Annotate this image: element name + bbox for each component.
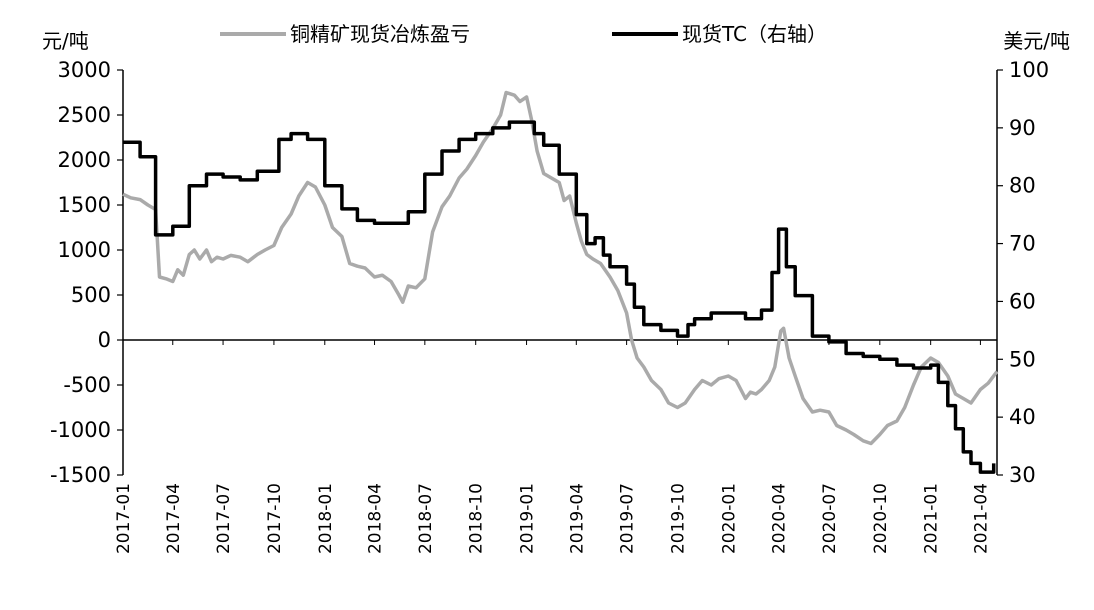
right-tick-label: 50 — [1009, 347, 1036, 371]
left-tick-label: -1500 — [50, 463, 111, 487]
x-tick-label: 2018-01 — [316, 483, 336, 554]
x-tick-label: 2017-07 — [214, 483, 234, 554]
x-tick-label: 2021-01 — [922, 483, 942, 554]
right-tick-label: 100 — [1009, 58, 1049, 82]
left-tick-label: 500 — [71, 283, 111, 307]
right-tick-label: 30 — [1009, 463, 1036, 487]
left-axis-unit: 元/吨 — [42, 29, 89, 53]
series-line-2 — [123, 120, 996, 474]
x-tick-label: 2018-07 — [416, 483, 436, 554]
right-tick-label: 70 — [1009, 232, 1036, 256]
x-tick-label: 2019-07 — [618, 483, 638, 554]
x-tick-label: 2020-01 — [719, 483, 739, 554]
right-tick-label: 40 — [1009, 405, 1036, 429]
left-tick-label: -1000 — [50, 418, 111, 442]
left-tick-label: 2000 — [58, 148, 111, 172]
left-axis-ticks: 3000 2500 2000 1500 1000 500 0 -500 -1000 -1500 — [50, 58, 123, 487]
right-tick-label: 90 — [1009, 116, 1036, 140]
series-layer — [122, 90, 999, 474]
x-tick-label: 2019-04 — [567, 483, 587, 554]
left-tick-label: 2500 — [58, 103, 111, 127]
x-tick-label: 2018-04 — [366, 483, 386, 554]
left-tick-label: 1000 — [58, 238, 111, 262]
right-axis-unit: 美元/吨 — [1003, 29, 1070, 53]
x-tick-label: 2021-04 — [971, 483, 991, 554]
x-tick-label: 2019-01 — [518, 483, 538, 554]
right-axis-ticks: 100 90 80 70 60 50 40 30 — [997, 58, 1049, 487]
x-tick-label: 2020-04 — [770, 483, 790, 554]
left-tick-label: 0 — [98, 328, 111, 352]
right-tick-label: 60 — [1009, 289, 1036, 313]
series-line-1 — [122, 90, 999, 446]
x-tick-label: 2017-04 — [164, 483, 184, 554]
x-tick-label: 2017-01 — [114, 483, 134, 554]
x-axis-ticks: 2017-01 2017-04 2017-07 2017-10 2018-01 2018-… — [114, 340, 991, 554]
legend: 铜精矿现货冶炼盈亏 现货TC（右轴） — [220, 22, 827, 46]
legend-label-series-2: 现货TC（右轴） — [682, 22, 827, 46]
right-tick-label: 80 — [1009, 174, 1036, 198]
x-tick-label: 2017-10 — [265, 483, 285, 554]
x-tick-label: 2018-10 — [467, 483, 487, 554]
legend-label-series-1: 铜精矿现货冶炼盈亏 — [290, 22, 470, 46]
x-tick-label: 2020-07 — [820, 483, 840, 554]
left-tick-label: -500 — [63, 373, 111, 397]
x-tick-label: 2019-10 — [668, 483, 688, 554]
left-tick-label: 1500 — [58, 193, 111, 217]
left-tick-label: 3000 — [58, 58, 111, 82]
x-tick-label: 2020-10 — [871, 483, 891, 554]
